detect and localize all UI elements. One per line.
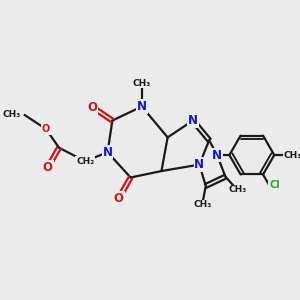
Text: CH₂: CH₂ (76, 157, 94, 166)
Text: N: N (188, 114, 198, 127)
Text: CH₃: CH₃ (228, 185, 246, 194)
Text: O: O (114, 192, 124, 205)
Text: N: N (103, 146, 112, 159)
Text: CH₃: CH₃ (193, 200, 211, 209)
Text: Cl: Cl (269, 180, 280, 190)
Text: O: O (88, 101, 98, 114)
Text: CH₃: CH₃ (133, 79, 151, 88)
Text: O: O (42, 124, 50, 134)
Text: N: N (212, 148, 222, 162)
Text: N: N (194, 158, 204, 171)
Text: N: N (137, 100, 147, 113)
Text: CH₃: CH₃ (284, 151, 300, 160)
Text: O: O (43, 161, 53, 174)
Text: CH₃: CH₃ (2, 110, 20, 119)
